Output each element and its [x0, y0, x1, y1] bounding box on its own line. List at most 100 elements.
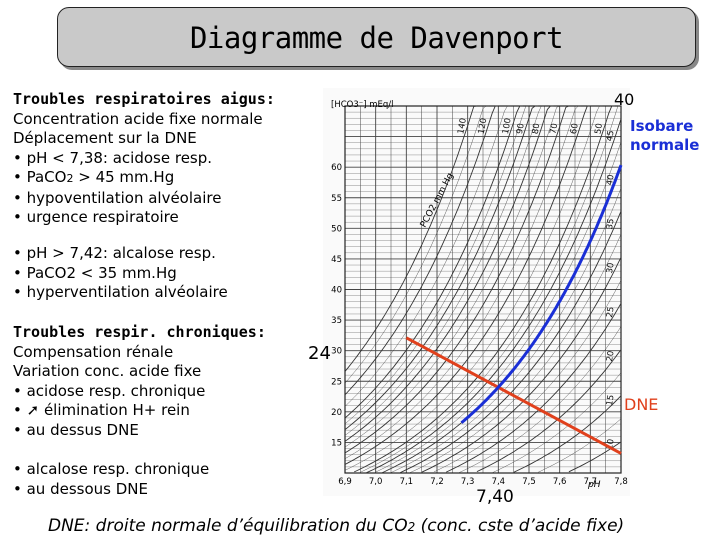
y-tick-label: 55 [331, 194, 342, 204]
y-unit-label: [HCO3⁻] mEq/l [331, 100, 394, 110]
chart-background [323, 88, 630, 496]
isobar-curve [421, 257, 622, 473]
y-tick-label: 25 [331, 377, 342, 387]
chronic-line-1: Compensation rénale [13, 342, 174, 361]
x-tick-label: 7,6 [553, 477, 567, 487]
chronic-alk-bullet-1: • alcalose resp. chronique [13, 460, 210, 478]
isobar-label: 15 [605, 394, 617, 406]
chart-grid [344, 105, 622, 474]
isobar-curve [344, 105, 499, 396]
caption: DNE: droite normale d’équilibration du C… [48, 516, 625, 536]
isobar-curve [492, 372, 622, 473]
alkalosis-bullet-2: • PaCO2 < 35 mm.Hg [13, 263, 177, 282]
isobar-label: 20 [605, 350, 617, 362]
isobar-curve [433, 280, 622, 473]
isobare-label-line-2: normale [630, 136, 700, 154]
y-tick-label: 40 [331, 286, 342, 296]
acute-line-1: Concentration acide fixe normale [13, 109, 263, 128]
isobar-curve [344, 105, 582, 459]
alkalosis-bullet-3: • hyperventilation alvéolaire [13, 283, 228, 301]
chronic-bullet-3: • au dessus DNE [13, 420, 139, 439]
x-tick-label: 7,5 [522, 477, 536, 487]
isobar-label: 80 [531, 123, 543, 135]
alkalosis-bullet-1: • pH > 7,42: alcalose resp. [13, 244, 216, 262]
isobare-label: Isobare normale [630, 117, 699, 155]
isobar-label: 60 [569, 123, 581, 135]
isobare-label-line-1: Isobare [630, 117, 694, 135]
plot-frame [344, 105, 622, 474]
isobar-curve [360, 105, 621, 473]
isobar-curve [344, 105, 490, 384]
y-axis-labels: 15 20 25 30 35 40 45 50 55 60 [331, 163, 342, 448]
isobar-curve [344, 105, 477, 372]
isobar-curve [390, 188, 622, 473]
isobar-curve [446, 303, 622, 473]
acute-line-2: Déplacement sur la DNE [13, 129, 197, 147]
isobar-label: 35 [605, 218, 617, 230]
chronic-text-block: Troubles respir. chroniques: Compensatio… [13, 323, 266, 440]
isobar-label: 120 [477, 117, 490, 135]
x-axis-labels: 6,9 7,0 7,1 7,2 7,3 7,4 7,5 7,6 7,7 7,8 [338, 477, 628, 487]
isobar-curve [344, 105, 529, 424]
isobar-label: 100 [501, 117, 514, 135]
isobar-label: 90 [515, 123, 527, 135]
title-box: Diagramme de Davenport [57, 7, 696, 67]
isobar-curve [344, 105, 511, 407]
acute-heading: Troubles respiratoires aigus: [13, 90, 275, 108]
isobar-curve [344, 105, 523, 419]
isobar-curve [458, 326, 622, 474]
isobar-curve [354, 105, 615, 473]
isobar-curve [344, 105, 539, 430]
svg-text:[HCO3⁻] mEq/l: [HCO3⁻] mEq/l [331, 100, 394, 110]
isobar-label: 25 [605, 306, 617, 318]
acute-bullet-1: • pH < 7,38: acidose resp. [13, 148, 213, 167]
x-tick-label: 6,9 [338, 477, 352, 487]
isobare-value: 40 [614, 90, 635, 109]
chronic-alk-bullet-2: • au dessous DNE [13, 479, 148, 498]
isobar-curve [409, 234, 622, 474]
dne-line [405, 336, 622, 455]
chronic-bullet-1: • acidose resp. chronique [13, 381, 206, 400]
isobare-normale-curve [460, 164, 623, 424]
isobar-label: 45 [605, 130, 617, 142]
x-tick-label: 7,2 [430, 477, 444, 487]
acute-bullet-4: • urgence respiratoire [13, 208, 179, 226]
ph-value: 7,40 [476, 487, 514, 507]
x-tick-label: 7,8 [614, 477, 628, 487]
isobar-curve [513, 395, 622, 473]
x-tick-label: 7,4 [492, 477, 506, 487]
isobar-curve [344, 105, 560, 448]
isobar-curve [344, 105, 570, 454]
isobar-label: 30 [605, 262, 617, 274]
x-tick-label: 7,0 [369, 477, 383, 487]
y-tick-label: 35 [331, 316, 342, 326]
isobar-curve [366, 118, 622, 474]
isobar-label: 70 [549, 123, 561, 135]
alkalosis-text-block: • pH > 7,42: alcalose resp. • PaCO2 < 35… [13, 244, 228, 303]
x-tick-label: 7,3 [461, 477, 475, 487]
isobar-curve [538, 418, 622, 473]
dne-label: DNE [624, 395, 659, 414]
y-tick-label: 20 [331, 408, 342, 418]
chronic-heading: Troubles respir. chroniques: [13, 323, 266, 341]
isobar-label: 10 [605, 438, 617, 450]
y-tick-label: 15 [331, 438, 342, 448]
acute-bullet-3: • hypoventilation alvéolaire [13, 188, 222, 207]
isobar-label: 140 [456, 117, 469, 135]
isobar-curve [344, 105, 591, 465]
isobar-label: 50 [593, 123, 605, 135]
chronic-bullet-2: • ➚ élimination H+ rein [13, 401, 190, 419]
isobar-label: 40 [605, 174, 617, 186]
acute-bullet-2: • PaCO2 > 45 mm.Hg [13, 168, 175, 186]
x-unit-label: pH [587, 480, 601, 490]
page-title: Diagramme de Davenport [189, 21, 564, 55]
y-tick-label: 30 [331, 347, 342, 357]
acute-text-block: Troubles respiratoires aigus: Concentrat… [13, 90, 275, 228]
bicarb-value: 24 [308, 343, 331, 364]
chronic-alkalosis-block: • alcalose resp. chronique • au dessous … [13, 460, 209, 499]
isobar-curve [344, 105, 603, 471]
x-tick-label: 7,1 [400, 477, 414, 487]
y-tick-label: 45 [331, 255, 342, 265]
